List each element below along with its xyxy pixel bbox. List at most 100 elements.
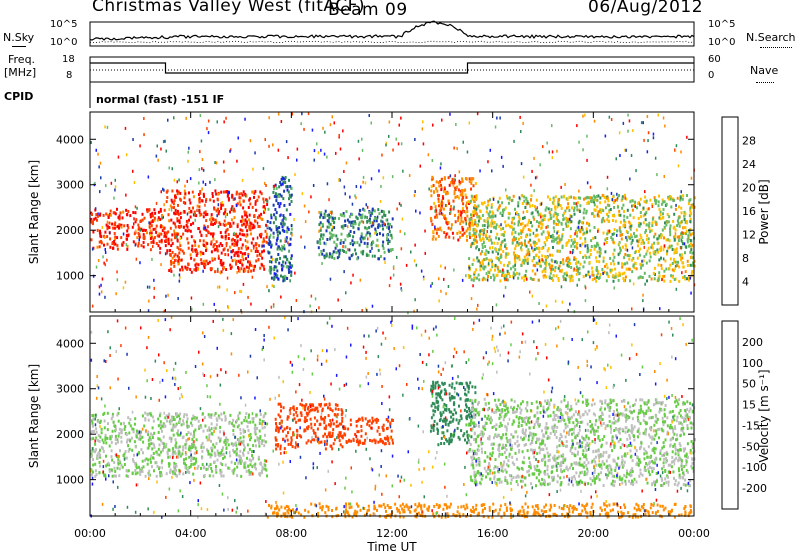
power-cell [172, 202, 175, 206]
power-cell [434, 225, 436, 229]
power-cell [379, 255, 382, 258]
velocity-cell [195, 460, 198, 464]
power-cell [690, 248, 693, 252]
power-cell [214, 161, 216, 164]
power-cell [246, 229, 249, 233]
velocity-cell [215, 423, 218, 427]
power-cell [679, 196, 682, 200]
velocity-cell [201, 412, 204, 416]
power-cell [615, 157, 617, 161]
power-cell [685, 245, 688, 249]
velocity-cell [120, 463, 123, 467]
power-cell [552, 199, 555, 202]
power-cell [554, 211, 557, 215]
velocity-cell [440, 436, 443, 440]
power-cell [282, 221, 285, 225]
velocity-cell [296, 433, 299, 437]
power-cell [223, 120, 225, 124]
power-cell [538, 250, 541, 254]
power-cell [464, 188, 467, 192]
power-cell [599, 248, 602, 252]
power-cell [668, 239, 671, 243]
power-cell [98, 240, 101, 244]
power-cell [440, 211, 443, 215]
power-cell [177, 247, 180, 251]
power-cell [657, 236, 660, 240]
date-label: 06/Aug/2012 [588, 0, 704, 17]
power-cell [99, 229, 101, 233]
power-cell [217, 254, 220, 258]
velocity-cell [434, 405, 437, 409]
power-cell [245, 222, 248, 226]
power-cell [233, 239, 236, 242]
power-cell [579, 251, 582, 254]
power-cell [214, 218, 217, 222]
velocity-cell [325, 403, 328, 407]
power-cell [438, 299, 440, 303]
power-cell [108, 231, 111, 235]
velocity-cell [234, 443, 237, 446]
power-cell [507, 201, 510, 205]
power-cell [201, 187, 203, 191]
velocity-cell [462, 434, 465, 438]
power-cell [622, 224, 625, 228]
power-cell [160, 190, 162, 194]
power-cell [645, 199, 648, 203]
power-cell [320, 213, 323, 217]
velocity-cell [311, 437, 314, 441]
power-cell [438, 277, 440, 281]
power-cell [203, 266, 206, 270]
power-cell [446, 191, 449, 195]
power-cell [635, 169, 637, 173]
power-cell [522, 258, 525, 262]
velocity-cell [181, 436, 184, 440]
velocity-cell [209, 455, 212, 459]
power-cell [256, 216, 259, 220]
power-cell [261, 263, 264, 267]
power-cell [148, 225, 151, 229]
velocity-cell [111, 474, 114, 478]
power-cell [211, 217, 214, 221]
power-cell [314, 297, 317, 301]
power-heatmap [90, 112, 696, 315]
velocity-cell [178, 468, 181, 472]
velocity-cell [306, 426, 309, 430]
power-cell [282, 218, 284, 222]
power-cell [227, 237, 230, 240]
power-cell [479, 261, 482, 265]
power-cell [646, 115, 649, 118]
velocity-cell [164, 424, 167, 428]
power-cell [472, 213, 475, 217]
power-cell [127, 210, 130, 213]
power-cell [116, 207, 118, 211]
power-cell [474, 228, 477, 232]
power-cell [523, 195, 526, 199]
velocity-cell [185, 433, 188, 437]
power-cell [100, 235, 103, 239]
power-cell [277, 277, 280, 281]
velocity-cell [290, 436, 293, 440]
power-cell [458, 170, 461, 174]
power-cell [483, 252, 486, 256]
power-cell [487, 270, 489, 274]
velocity-cell [279, 447, 282, 451]
power-cell [193, 212, 196, 216]
velocity-cell [91, 414, 94, 417]
velocity-cell [438, 385, 441, 388]
velocity-cell [265, 468, 268, 472]
velocity-cell [137, 437, 140, 441]
power-cell [474, 206, 477, 210]
velocity-cell [232, 429, 235, 432]
power-cell [611, 214, 614, 218]
power-cell [177, 259, 180, 263]
velocity-cell [344, 427, 347, 431]
power-cell [578, 278, 581, 282]
power-cell [447, 285, 450, 288]
power-cell [652, 271, 655, 275]
power-cell [99, 161, 102, 165]
power-cell [102, 255, 104, 259]
velocity-cell [352, 437, 355, 441]
power-cell [630, 235, 633, 239]
power-cell [530, 183, 532, 187]
power-cell [227, 196, 230, 200]
